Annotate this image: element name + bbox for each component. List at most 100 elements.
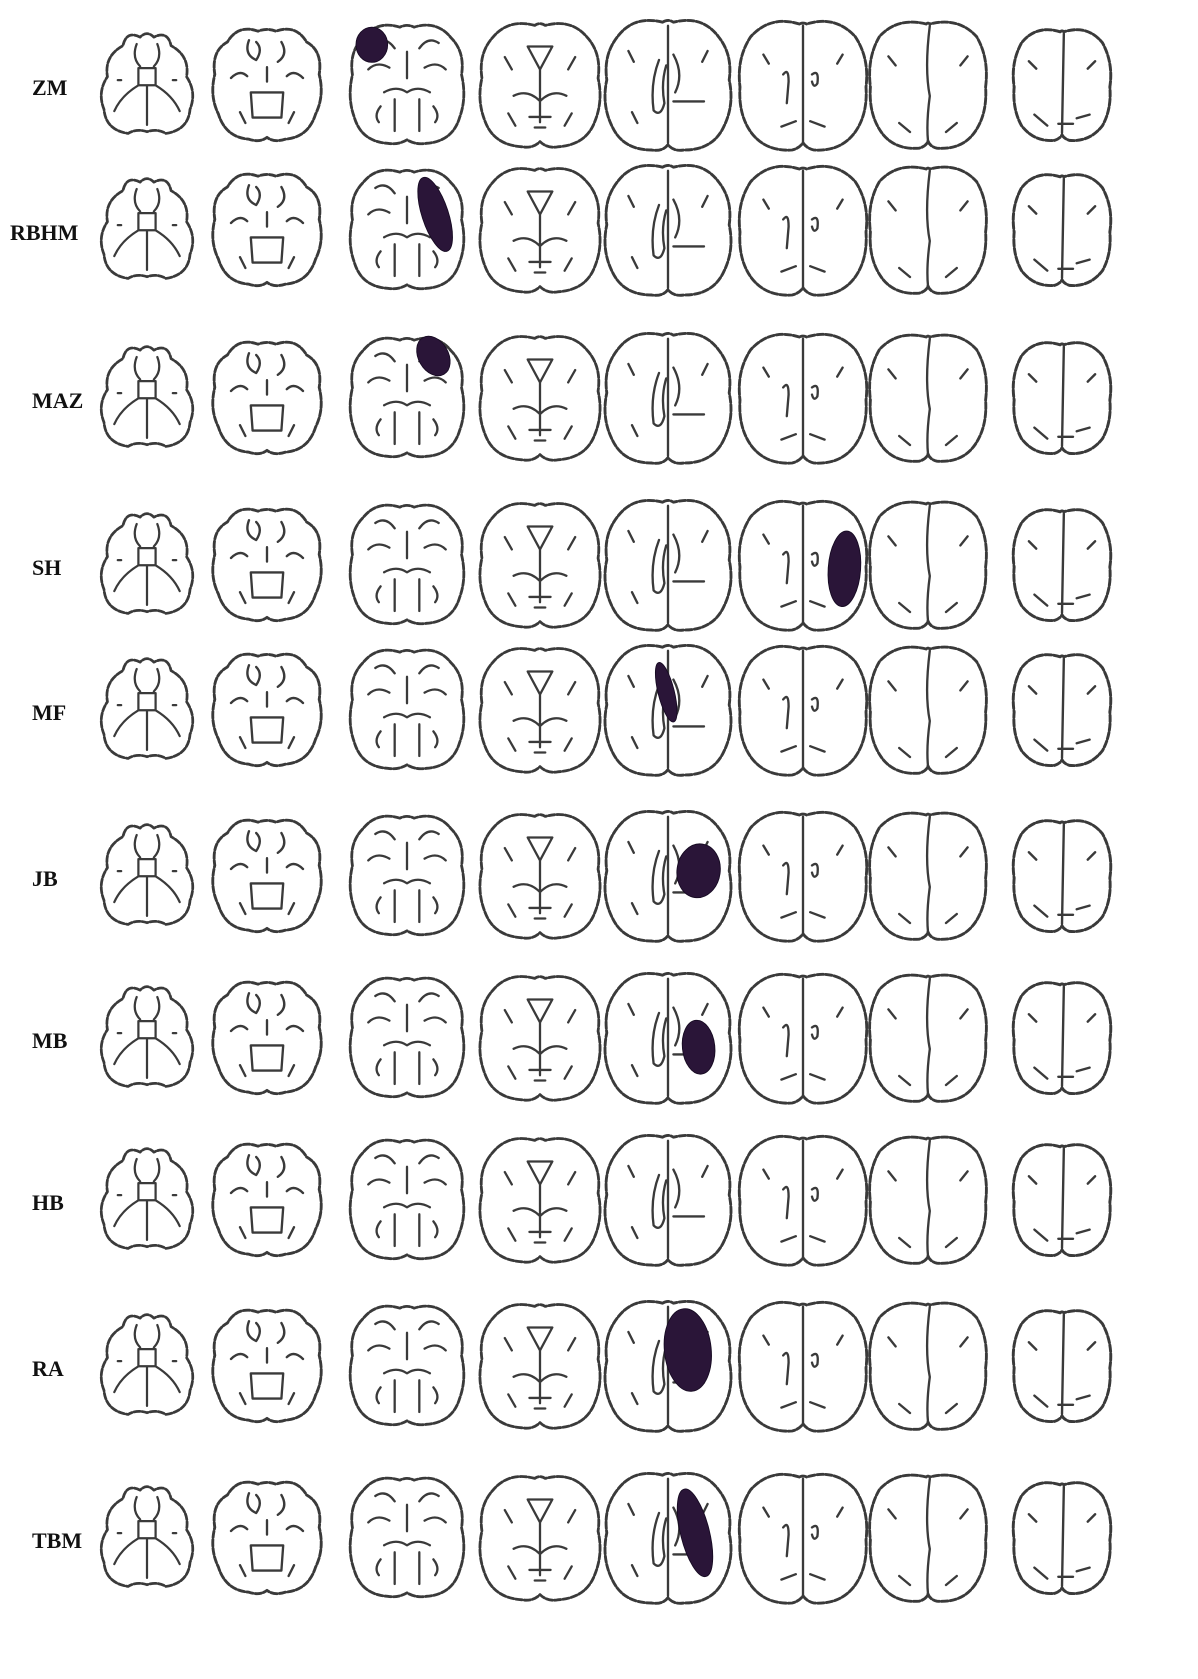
row-label: MB (32, 1028, 68, 1053)
brain-slice (101, 1315, 193, 1415)
brain-slice (101, 659, 193, 759)
brain-slice (605, 973, 731, 1103)
brain-slice (1013, 821, 1111, 932)
brain-slice (480, 337, 600, 461)
patient-row: JB (32, 811, 1111, 941)
brain-slice (350, 505, 464, 624)
brain-slice (1013, 175, 1111, 286)
brain-slice (101, 987, 193, 1087)
patient-row: ZM (32, 20, 1111, 150)
brain-slice (605, 811, 731, 941)
row-label: MF (32, 700, 66, 725)
row-label: RBHM (10, 220, 79, 245)
brain-slice (480, 1477, 600, 1601)
brain-slice (480, 24, 600, 148)
brain-slice (605, 1301, 731, 1431)
patient-row: MB (32, 973, 1111, 1103)
patient-row: RA (32, 1301, 1111, 1431)
row-label: TBM (32, 1528, 82, 1553)
brain-slice (480, 169, 600, 293)
row-label: RA (32, 1356, 64, 1381)
brain-slice (101, 1487, 193, 1587)
brain-slice (739, 812, 866, 941)
row-label: MAZ (32, 388, 83, 413)
brain-slice (101, 34, 193, 134)
brain-slice (739, 334, 866, 463)
brain-slice (213, 1482, 321, 1593)
brain-slice (213, 1144, 321, 1255)
brain-slice (213, 509, 321, 620)
patient-row: MAZ (32, 330, 1111, 463)
brain-slice (870, 22, 987, 148)
patient-row: TBM (32, 1473, 1111, 1603)
brain-slice (213, 342, 321, 453)
brain-slice (605, 1135, 731, 1265)
brain-slice (350, 170, 464, 289)
brain-slice (480, 649, 600, 773)
brain-slice (480, 1139, 600, 1263)
brain-slice (739, 1474, 866, 1603)
brain-slice (739, 1302, 866, 1431)
brain-slice (350, 25, 464, 144)
brain-slice (101, 347, 193, 447)
brain-slice (1013, 1311, 1111, 1422)
brain-slice (870, 975, 987, 1101)
brain-slice (350, 650, 464, 769)
brain-slice (350, 1306, 464, 1425)
brain-slice (739, 1136, 866, 1265)
patient-row: MF (32, 645, 1111, 775)
brain-slice (739, 646, 866, 775)
brain-slice (605, 500, 731, 630)
brain-slice (350, 1140, 464, 1259)
brain-slice (870, 1137, 987, 1263)
brain-slice (739, 974, 866, 1103)
brain-slice (605, 1473, 731, 1603)
brain-slice (870, 167, 987, 293)
row-label: JB (32, 866, 58, 891)
row-label: ZM (32, 75, 68, 100)
brain-slice (605, 165, 731, 295)
brain-slice (213, 654, 321, 765)
brain-slice (213, 820, 321, 931)
lesion-mark (826, 530, 864, 608)
patient-row: HB (32, 1135, 1111, 1265)
brain-slice (101, 514, 193, 614)
brain-slice (605, 333, 731, 463)
brain-slice (870, 1303, 987, 1429)
lesion-mark (670, 1486, 720, 1580)
brain-slice (213, 1310, 321, 1421)
brain-slice (213, 174, 321, 285)
brain-slice (213, 29, 321, 140)
brain-slice (480, 977, 600, 1101)
lesion-mark (680, 1019, 718, 1076)
brain-slice (1013, 30, 1111, 141)
brain-slice (739, 21, 866, 150)
brain-slice (1013, 1483, 1111, 1594)
brain-slice (605, 645, 731, 775)
brain-slice (350, 816, 464, 935)
lesion-mark (356, 27, 388, 62)
brain-slice (870, 1475, 987, 1601)
brain-slice (870, 647, 987, 773)
brain-slice (101, 825, 193, 925)
brain-slice (350, 978, 464, 1097)
brain-slice (350, 1478, 464, 1597)
brain-slice (739, 166, 866, 295)
brain-slice (1013, 510, 1111, 621)
row-label: HB (32, 1190, 64, 1215)
brain-slice (213, 982, 321, 1093)
brain-slice (605, 20, 731, 150)
brain-slice (101, 179, 193, 279)
brain-slice (870, 502, 987, 628)
brain-slice (1013, 983, 1111, 1094)
brain-slice (739, 501, 866, 630)
brain-slice (480, 504, 600, 628)
brain-slice (870, 335, 987, 461)
brain-slice (870, 813, 987, 939)
brain-slice (1013, 1145, 1111, 1256)
brain-slice (350, 330, 464, 457)
patient-row: SH (32, 500, 1111, 630)
brain-slice (1013, 655, 1111, 766)
brain-slice (480, 815, 600, 939)
